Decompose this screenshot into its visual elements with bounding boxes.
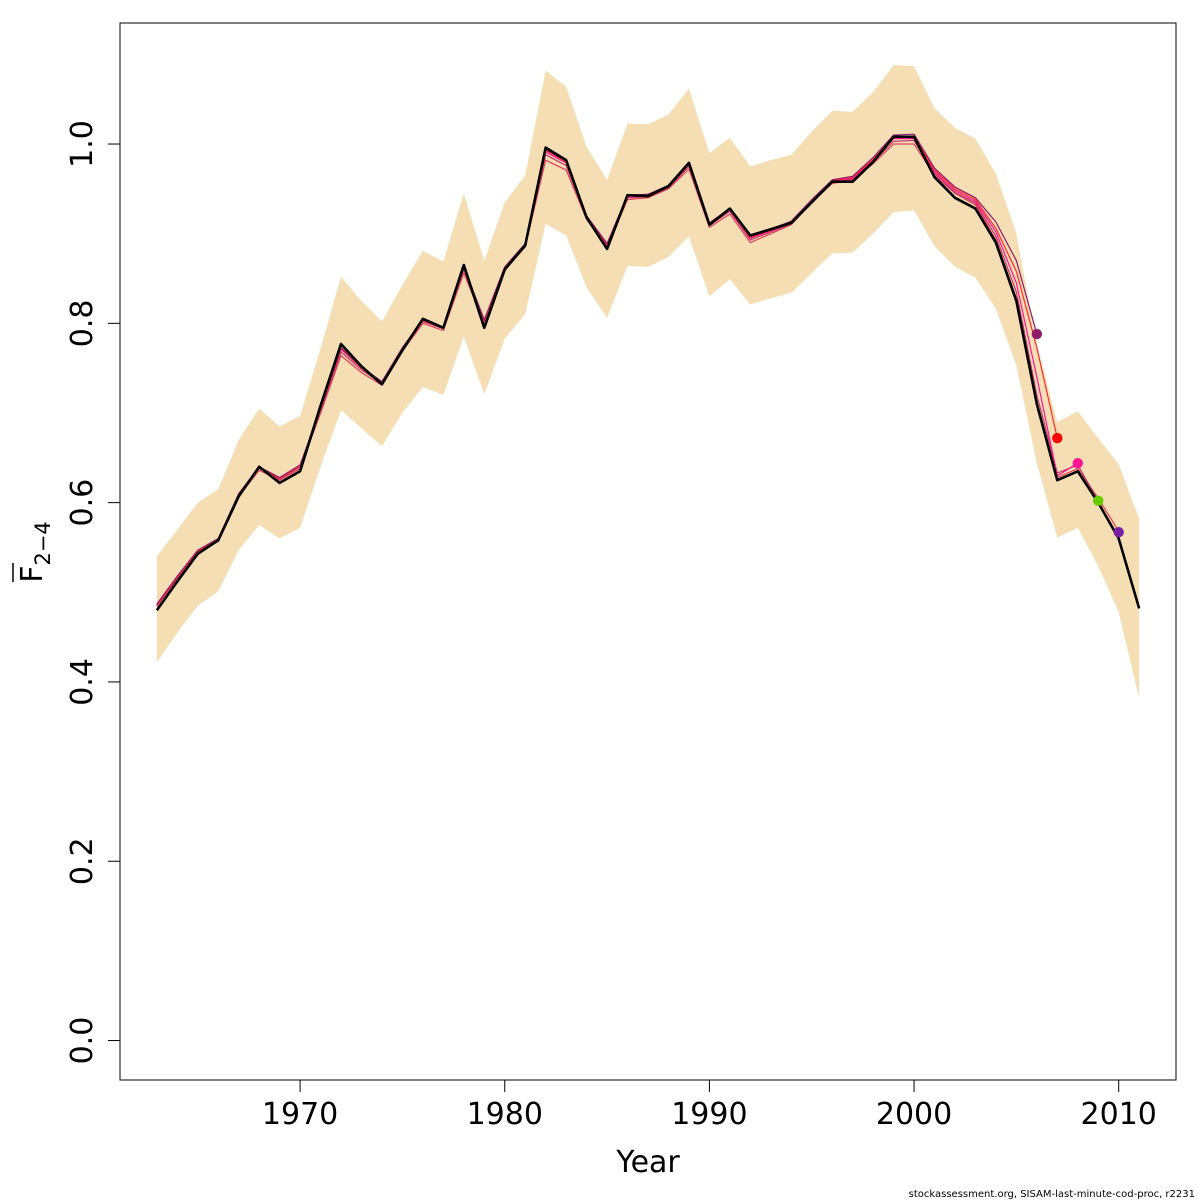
terminal-point-2009 (1093, 495, 1104, 507)
y-axis-title-main: F (15, 566, 50, 583)
x-tick-label-2000: 2000 (876, 1097, 952, 1132)
y-tick-label-4: 0.8 (65, 299, 100, 347)
x-tick-label-1980: 1980 (467, 1097, 543, 1132)
footer-credit: stockassessment.org, SISAM-last-minute-c… (909, 1189, 1195, 1200)
terminal-point-2006 (1031, 328, 1043, 340)
y-tick-label-2: 0.4 (65, 658, 100, 706)
retro-line-2010 (156, 143, 1120, 607)
retro-line-2006 (156, 133, 1038, 605)
y-axis-title: F2−4 (15, 521, 55, 583)
y-axis: 0.0 0.2 0.4 0.6 0.8 1.0 (65, 120, 121, 1065)
y-tick-label-0: 0.0 (65, 1017, 100, 1065)
x-tick-label-2010: 2010 (1081, 1097, 1157, 1132)
y-axis-title-sub: 2−4 (31, 521, 55, 565)
confidence-band (156, 65, 1140, 699)
plot-area (155, 65, 1141, 699)
terminal-point-2007 (1052, 432, 1063, 444)
y-tick-label-1: 0.2 (65, 837, 100, 885)
y-tick-label-3: 0.6 (65, 479, 100, 527)
x-tick-label-1970: 1970 (262, 1097, 338, 1132)
terminal-point-2008 (1072, 457, 1083, 469)
x-axis-title: Year (615, 1145, 680, 1180)
y-tick-label-5: 1.0 (65, 120, 100, 168)
terminal-point-2010 (1113, 527, 1124, 538)
x-tick-label-1990: 1990 (671, 1097, 747, 1132)
x-axis: 1970 1980 1990 2000 2010 (262, 1079, 1157, 1132)
main-estimate-line (155, 135, 1141, 611)
